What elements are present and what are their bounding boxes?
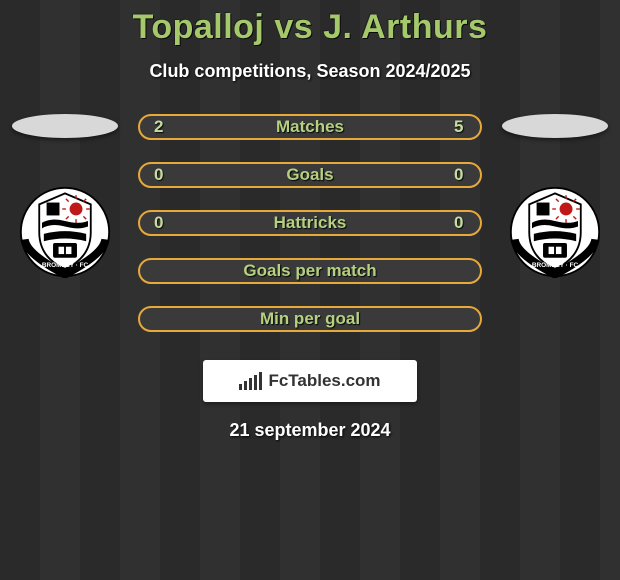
stat-label: Matches [140,117,480,137]
stat-row-hattricks: 0 Hattricks 0 [138,210,482,236]
stat-row-goals-per-match: Goals per match [138,258,482,284]
stat-right-value: 5 [454,117,466,137]
stat-label: Goals [140,165,480,185]
stat-right-value: 0 [454,213,466,233]
stat-row-min-per-goal: Min per goal [138,306,482,332]
left-player-column: BROMLEY · FC [10,114,120,278]
branding-text: FcTables.com [268,371,380,391]
stat-row-goals: 0 Goals 0 [138,162,482,188]
stat-label: Goals per match [140,261,480,281]
stat-left-value: 0 [154,213,166,233]
left-player-placeholder [12,114,118,138]
stat-left-value: 2 [154,117,166,137]
branding-badge: FcTables.com [203,360,417,402]
bar-chart-icon [239,372,262,390]
right-club-badge: BROMLEY · FC [509,186,601,278]
page-title: Topalloj vs J. Arthurs [0,0,620,47]
left-club-badge: BROMLEY · FC [19,186,111,278]
content-wrapper: Topalloj vs J. Arthurs Club competitions… [0,0,620,441]
stat-label: Min per goal [140,309,480,329]
date-text: 21 september 2024 [0,420,620,441]
stat-right-value: 0 [454,165,466,185]
svg-text:BROMLEY · FC: BROMLEY · FC [532,262,579,269]
stat-left-value: 0 [154,165,166,185]
stat-label: Hattricks [140,213,480,233]
main-area: BROMLEY · FC 2 Matches 5 0 Goals 0 0 Hat… [0,114,620,332]
stats-rows: 2 Matches 5 0 Goals 0 0 Hattricks 0 Goal… [138,114,482,332]
stat-row-matches: 2 Matches 5 [138,114,482,140]
subtitle: Club competitions, Season 2024/2025 [0,61,620,82]
svg-text:BROMLEY · FC: BROMLEY · FC [42,262,89,269]
right-player-placeholder [502,114,608,138]
right-player-column: BROMLEY · FC [500,114,610,278]
